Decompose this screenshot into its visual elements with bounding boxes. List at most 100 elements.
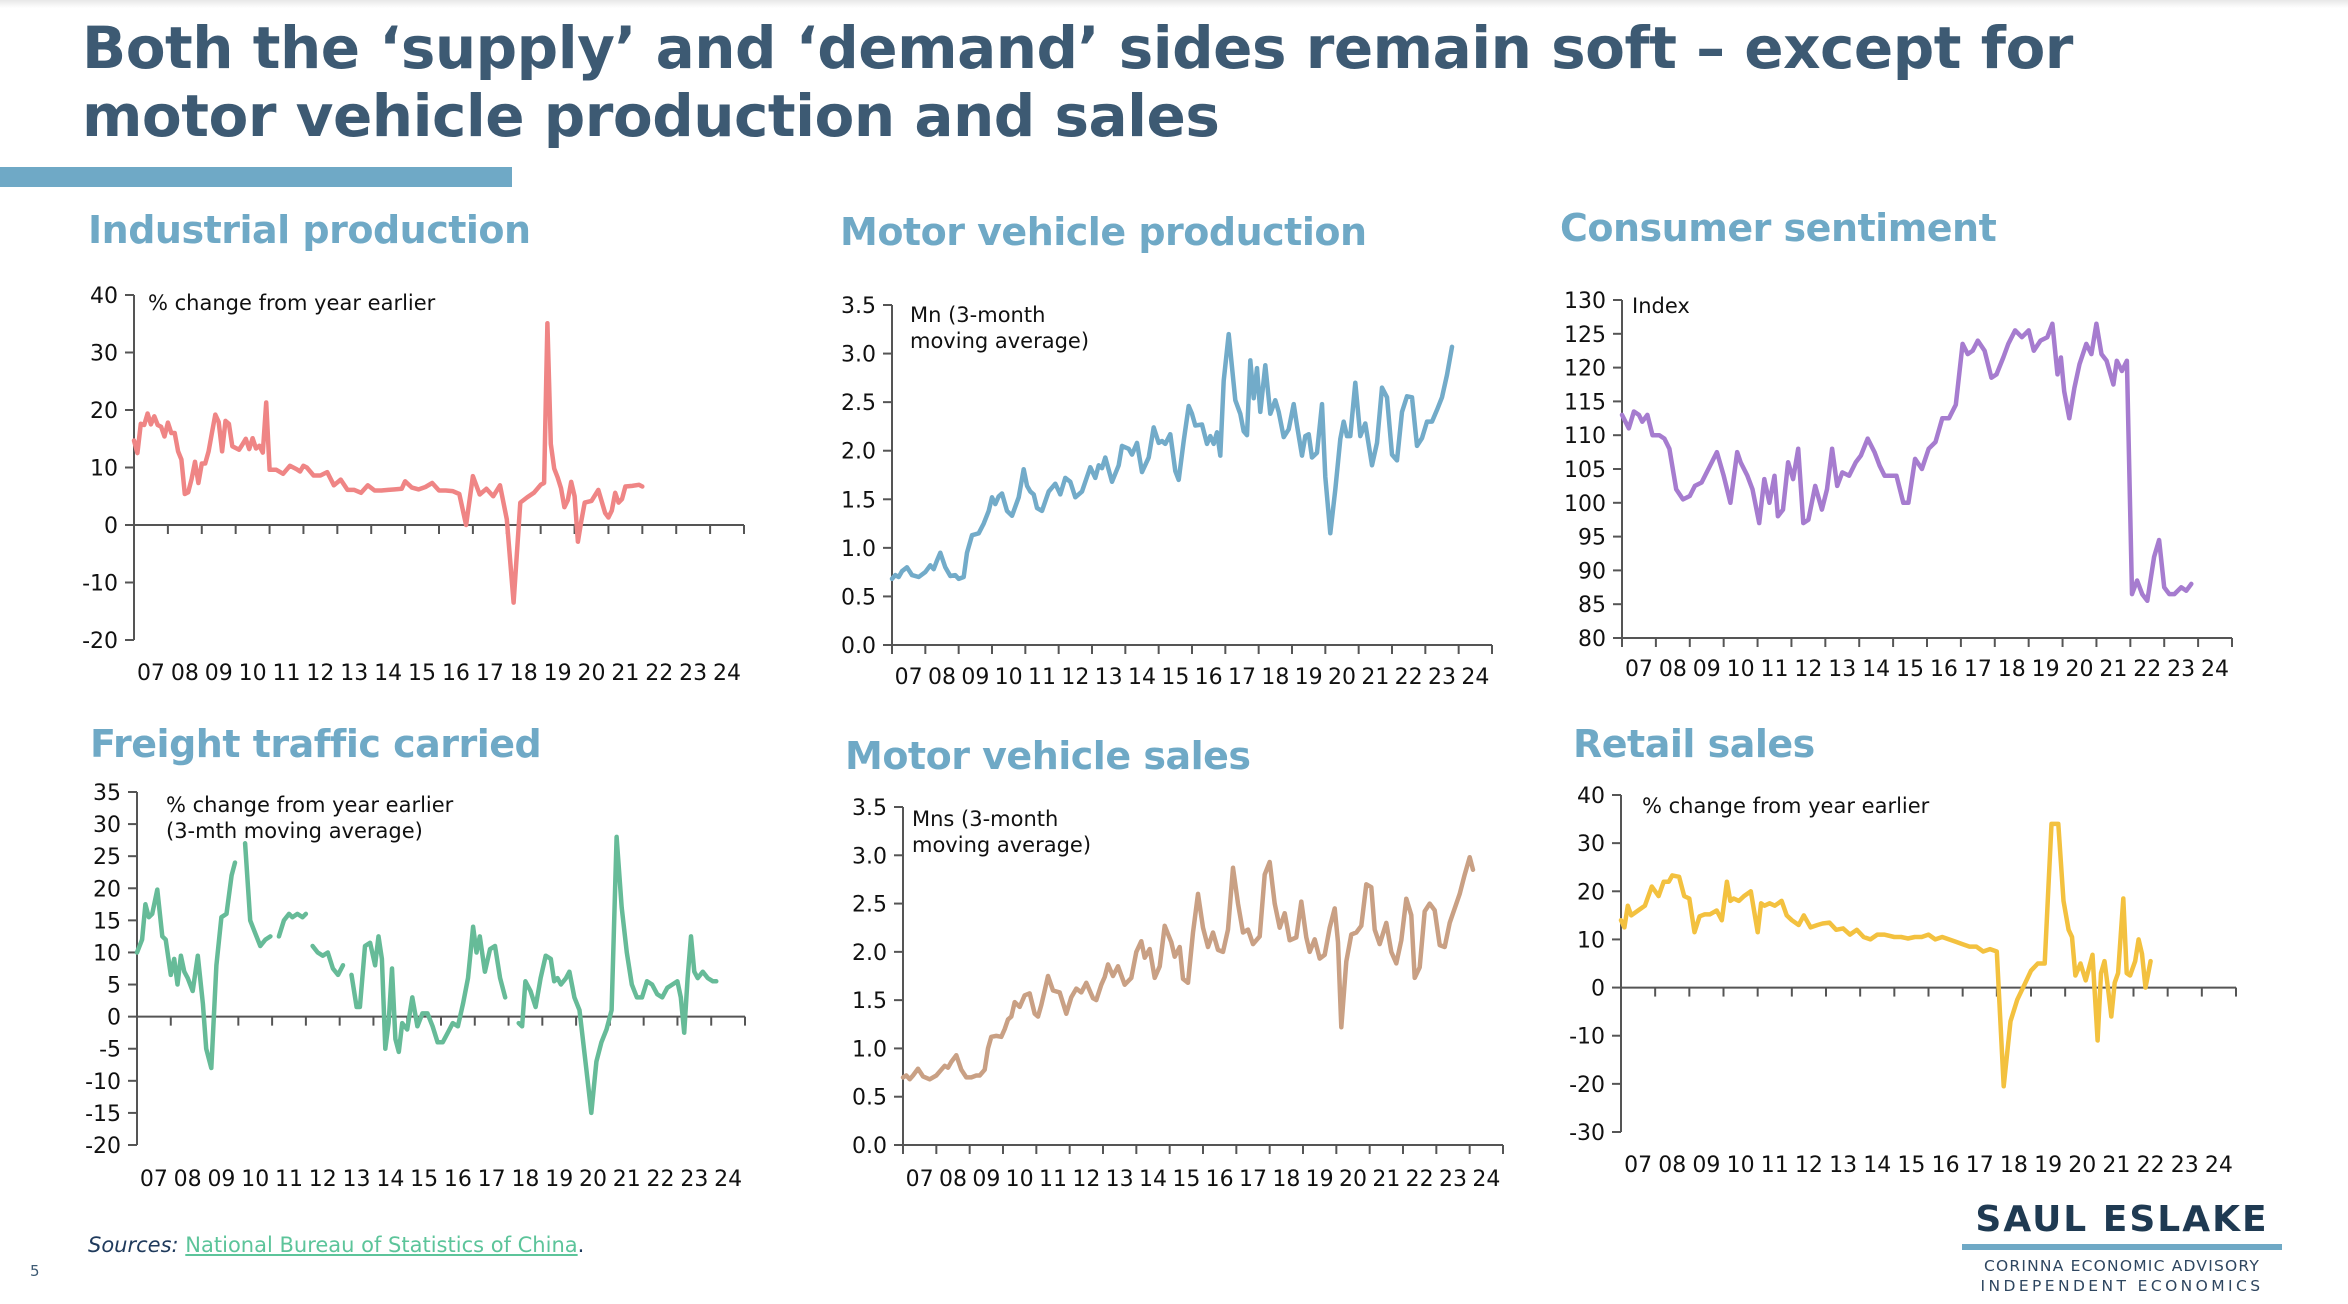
- mv_production-y-tick-label: 0.0: [841, 634, 876, 659]
- mv_production-units-note: moving average): [910, 329, 1089, 353]
- industrial-y-tick-label: -10: [82, 572, 118, 597]
- retail-x-tick-label: 13: [1829, 1153, 1857, 1178]
- mv_sales-x-tick-label: 14: [1139, 1167, 1167, 1192]
- mv_production-x-tick-label: 22: [1395, 665, 1423, 690]
- mv_production-x-tick-label: 17: [1228, 665, 1256, 690]
- freight-x-tick-label: 14: [376, 1167, 404, 1192]
- consumer_sentiment-x-tick-label: 09: [1693, 657, 1721, 682]
- industrial-x-tick-label: 08: [171, 661, 199, 686]
- consumer_sentiment-x-tick-label: 22: [2133, 657, 2161, 682]
- mv_sales-x-tick-label: 13: [1106, 1167, 1134, 1192]
- industrial-x-tick-label: 24: [713, 661, 741, 686]
- logo-name: SAUL ESLAKE: [1975, 1199, 2269, 1240]
- freight-series-line: [349, 924, 508, 1055]
- mv_production-series-line: [889, 331, 1455, 582]
- freight-y-tick-label: 15: [93, 909, 121, 934]
- mv_production-x-tick-label: 08: [928, 665, 956, 690]
- retail-y-tick-label: -20: [1569, 1073, 1605, 1098]
- retail-x-tick-label: 14: [1863, 1153, 1891, 1178]
- freight-x-tick-label: 19: [545, 1167, 573, 1192]
- mv_production-y-tick-label: 1.5: [841, 488, 876, 513]
- freight-series-line: [276, 911, 309, 939]
- chart-title-industrial-production: Industrial production: [88, 208, 531, 252]
- retail-x-tick-label: 20: [2068, 1153, 2096, 1178]
- mv_sales-y-tick-label: 1.5: [852, 989, 887, 1014]
- freight-series-line: [134, 860, 238, 1071]
- consumer_sentiment-y-tick-label: 110: [1564, 424, 1606, 449]
- retail-x-tick-label: 17: [1966, 1153, 1994, 1178]
- retail-x-tick-label: 11: [1761, 1153, 1789, 1178]
- mv_sales-x-tick-label: 16: [1206, 1167, 1234, 1192]
- industrial-x-tick-label: 09: [205, 661, 233, 686]
- mv_sales-x-tick-label: 08: [939, 1167, 967, 1192]
- logo-line-2: INDEPENDENT ECONOMICS: [1980, 1277, 2264, 1295]
- mv_production-x-tick-label: 20: [1328, 665, 1356, 690]
- consumer_sentiment-x-tick-label: 07: [1625, 657, 1653, 682]
- consumer_sentiment-y-tick-label: 90: [1578, 559, 1606, 584]
- sources-note: Sources: National Bureau of Statistics o…: [88, 1233, 584, 1257]
- industrial-x-tick-label: 13: [340, 661, 368, 686]
- mv_production-x-tick-label: 14: [1128, 665, 1156, 690]
- mv_sales-x-tick-label: 24: [1472, 1167, 1500, 1192]
- industrial-x-tick-label: 12: [306, 661, 334, 686]
- freight-series-line: [310, 943, 346, 978]
- mv_production-units-note: Mn (3-month: [910, 303, 1045, 327]
- consumer_sentiment-x-tick-label: 13: [1828, 657, 1856, 682]
- logo-line-1: CORINNA ECONOMIC ADVISORY: [1983, 1257, 2261, 1275]
- consumer_sentiment-x-tick-label: 15: [1896, 657, 1924, 682]
- retail-x-tick-label: 08: [1658, 1153, 1686, 1178]
- mv_sales-x-tick-label: 12: [1072, 1167, 1100, 1192]
- mv_production-y-tick-label: 0.5: [841, 585, 876, 610]
- industrial-x-tick-label: 16: [442, 661, 470, 686]
- freight-y-tick-label: 0: [107, 1006, 121, 1031]
- consumer_sentiment-x-tick-label: 12: [1794, 657, 1822, 682]
- mv_sales-units-note: Mns (3-month: [912, 807, 1058, 831]
- freight-x-tick-label: 24: [714, 1167, 742, 1192]
- freight-y-tick-label: 35: [93, 781, 121, 806]
- freight-x-tick-label: 18: [511, 1167, 539, 1192]
- mv_production-y-tick-label: 2.0: [841, 440, 876, 465]
- consumer_sentiment-x-tick-label: 16: [1930, 657, 1958, 682]
- freight-y-tick-label: 10: [93, 941, 121, 966]
- mv_production-x-tick-label: 11: [1028, 665, 1056, 690]
- retail-series-line: [1618, 821, 2153, 1089]
- freight-units-note: % change from year earlier: [166, 793, 454, 817]
- mv_sales-y-tick-label: 2.5: [852, 893, 887, 918]
- consumer_sentiment-x-tick-label: 11: [1761, 657, 1789, 682]
- mv_production-x-tick-label: 10: [995, 665, 1023, 690]
- retail-units-note: % change from year earlier: [1642, 794, 1930, 818]
- consumer_sentiment-y-tick-label: 130: [1564, 289, 1606, 314]
- slide-title: Both the ‘supply’ and ‘demand’ sides rem…: [82, 14, 2073, 150]
- mv_sales-x-tick-label: 22: [1406, 1167, 1434, 1192]
- retail-x-tick-label: 09: [1692, 1153, 1720, 1178]
- freight-y-tick-label: -10: [85, 1070, 121, 1095]
- mv_production-x-tick-label: 21: [1361, 665, 1389, 690]
- mv_sales-x-tick-label: 17: [1239, 1167, 1267, 1192]
- page-number: 5: [30, 1262, 40, 1280]
- industrial-x-tick-label: 14: [374, 661, 402, 686]
- freight-x-tick-label: 22: [647, 1167, 675, 1192]
- mv_sales-units-note: moving average): [912, 833, 1091, 857]
- mv_production-y-tick-label: 3.0: [841, 343, 876, 368]
- retail-x-tick-label: 16: [1932, 1153, 1960, 1178]
- consumer_sentiment-x-tick-label: 14: [1862, 657, 1890, 682]
- mv_sales-x-tick-label: 11: [1039, 1167, 1067, 1192]
- mv_sales-y-tick-label: 2.0: [852, 941, 887, 966]
- freight-x-tick-label: 11: [275, 1167, 303, 1192]
- freight-x-tick-label: 21: [613, 1167, 641, 1192]
- sources-suffix: .: [577, 1233, 585, 1257]
- mv_production-y-tick-label: 1.0: [841, 537, 876, 562]
- freight-y-tick-label: -5: [99, 1038, 121, 1063]
- industrial-x-tick-label: 23: [679, 661, 707, 686]
- mv_sales-x-tick-label: 07: [906, 1167, 934, 1192]
- consumer_sentiment-x-tick-label: 23: [2167, 657, 2195, 682]
- mv_sales-x-tick-label: 15: [1172, 1167, 1200, 1192]
- freight-x-tick-label: 12: [309, 1167, 337, 1192]
- retail-x-tick-label: 10: [1727, 1153, 1755, 1178]
- mv_production-x-tick-label: 07: [895, 665, 923, 690]
- mv_sales-y-tick-label: 3.0: [852, 844, 887, 869]
- sources-link[interactable]: National Bureau of Statistics of China: [185, 1233, 578, 1257]
- retail-x-tick-label: 24: [2205, 1153, 2233, 1178]
- mv_production-x-tick-label: 23: [1428, 665, 1456, 690]
